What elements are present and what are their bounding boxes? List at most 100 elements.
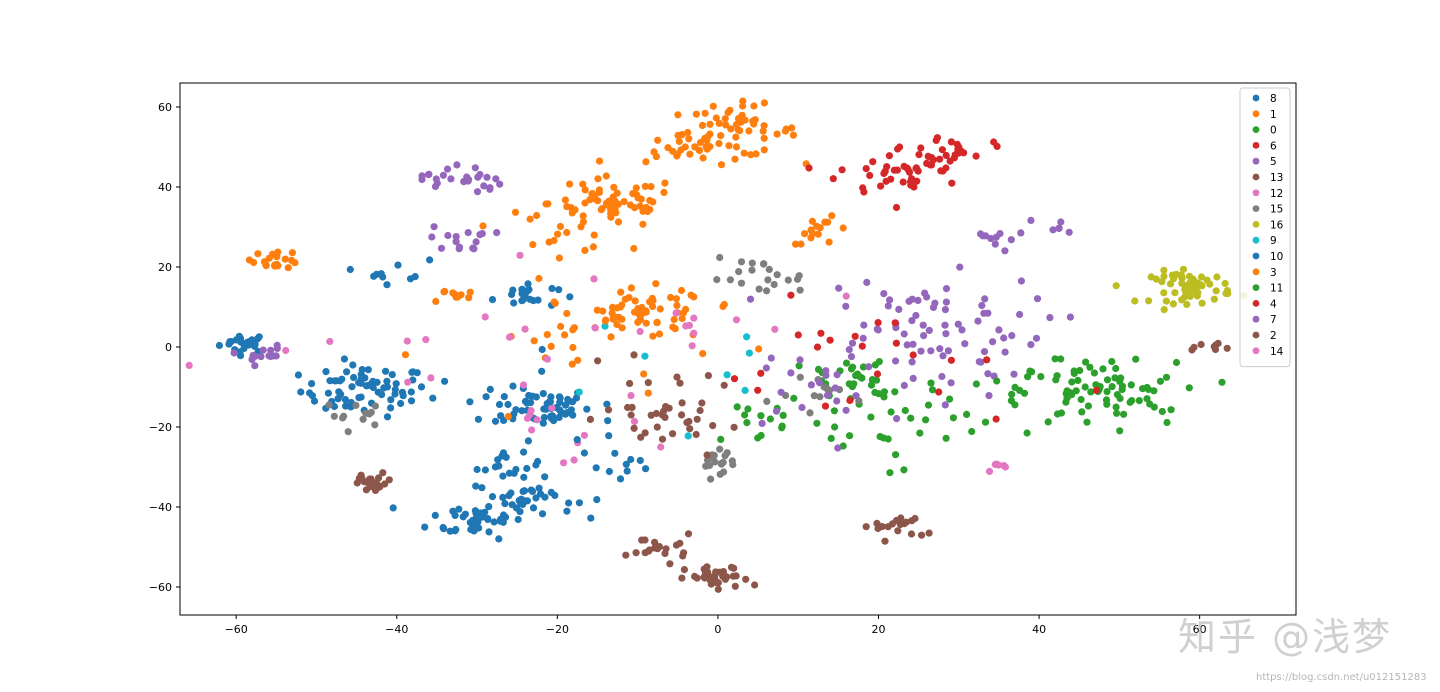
point-series-4: [826, 336, 834, 344]
point-series-16: [1183, 300, 1191, 309]
point-series-8: [357, 375, 365, 383]
point-series-2: [586, 415, 595, 423]
legend-marker: [1252, 110, 1260, 118]
point-series-16: [1160, 272, 1168, 280]
point-series-16: [1169, 300, 1177, 308]
point-series-5: [430, 223, 438, 231]
point-series-0: [868, 376, 877, 384]
point-series-1: [613, 189, 621, 197]
point-series-0: [875, 358, 883, 366]
point-series-8: [248, 336, 256, 344]
point-series-1: [262, 260, 270, 269]
point-series-16: [1158, 278, 1166, 286]
point-series-1: [593, 306, 601, 314]
point-series-5: [956, 263, 964, 271]
point-series-8: [532, 393, 540, 401]
point-series-8: [306, 389, 314, 397]
point-series-13: [862, 523, 870, 531]
point-series-1: [703, 136, 711, 144]
watermark-text: 知乎 @浅梦: [1178, 615, 1393, 659]
point-series-5: [859, 334, 867, 342]
point-series-10: [573, 436, 581, 444]
point-series-1: [612, 209, 620, 217]
point-series-16: [1213, 273, 1221, 281]
point-series-1: [569, 343, 577, 352]
point-series-5: [428, 233, 436, 241]
point-series-13: [711, 575, 719, 583]
point-series-8: [341, 396, 349, 404]
point-series-12: [732, 316, 741, 324]
point-series-1: [788, 124, 796, 132]
point-series-5: [418, 172, 426, 180]
point-series-9: [575, 388, 583, 396]
point-series-16: [1193, 292, 1201, 300]
x-tick-label: 0: [714, 623, 721, 636]
point-series-1: [674, 131, 682, 139]
point-series-1: [699, 154, 707, 162]
point-series-1: [677, 146, 685, 154]
point-series-8: [485, 503, 493, 511]
point-series-16: [1223, 286, 1231, 295]
point-series-0: [1218, 378, 1226, 386]
point-series-0: [1112, 364, 1120, 373]
point-series-4: [858, 342, 866, 350]
point-series-13: [696, 406, 704, 415]
point-series-8: [495, 535, 503, 543]
point-series-14: [185, 361, 193, 369]
point-series-8: [475, 524, 483, 532]
point-series-1: [745, 127, 753, 135]
point-series-16: [1162, 297, 1170, 305]
point-series-1: [839, 224, 847, 232]
point-series-1: [750, 102, 758, 110]
point-series-1: [824, 218, 832, 226]
point-series-0: [1083, 418, 1091, 426]
point-series-16: [1188, 275, 1196, 283]
point-series-14: [985, 467, 994, 475]
point-series-8: [494, 456, 502, 464]
point-series-1: [715, 139, 723, 148]
point-series-5: [460, 178, 468, 186]
point-series-13: [679, 552, 687, 560]
point-series-3: [547, 342, 555, 350]
point-series-5: [496, 180, 504, 188]
point-series-13: [379, 469, 387, 477]
point-series-8: [346, 265, 354, 274]
point-series-1: [620, 198, 628, 206]
point-series-11: [1082, 358, 1090, 366]
point-series-16: [1212, 287, 1220, 295]
legend-marker: [1252, 284, 1260, 291]
legend-label: 15: [1270, 204, 1283, 216]
point-series-4: [821, 402, 830, 410]
point-series-5: [492, 175, 500, 183]
point-series-8: [310, 397, 319, 405]
point-series-8: [499, 472, 507, 480]
point-series-8: [510, 299, 518, 307]
point-series-2: [665, 404, 673, 412]
point-series-8: [518, 407, 526, 415]
point-series-8: [508, 290, 516, 298]
point-series-1: [432, 297, 440, 305]
point-series-2: [1211, 345, 1220, 354]
point-series-1: [611, 197, 619, 205]
x-tick-label: 40: [1032, 623, 1046, 636]
point-series-15: [728, 457, 736, 465]
point-series-5: [493, 229, 501, 237]
point-series-1: [673, 152, 681, 160]
point-series-8: [485, 528, 493, 536]
point-series-14: [1001, 463, 1010, 471]
legend-label: 12: [1270, 188, 1283, 200]
point-series-13: [678, 399, 686, 407]
point-series-8: [421, 523, 429, 531]
point-series-1: [618, 324, 626, 332]
point-series-8: [526, 295, 534, 303]
point-series-10: [605, 432, 613, 440]
point-series-11: [1108, 357, 1116, 366]
point-series-1: [660, 188, 668, 196]
point-series-11: [907, 414, 915, 422]
point-series-0: [1103, 388, 1111, 396]
point-series-2: [673, 373, 681, 381]
point-series-1: [581, 186, 589, 194]
point-series-3: [401, 351, 410, 359]
point-series-6: [942, 151, 950, 160]
point-series-5: [989, 338, 997, 346]
